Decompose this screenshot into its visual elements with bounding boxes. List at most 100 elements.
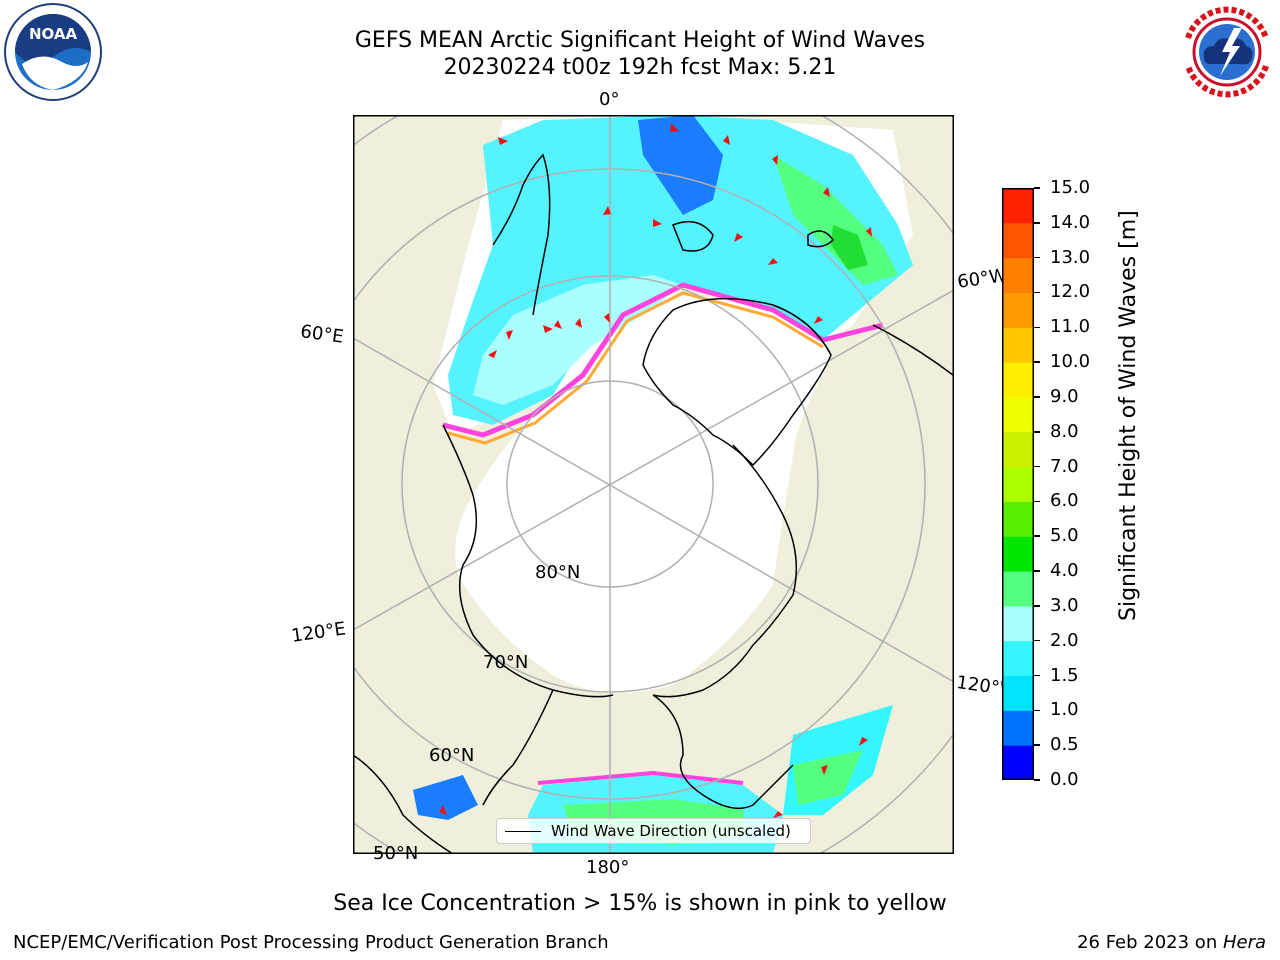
colorbar-tick-mark — [1034, 779, 1040, 781]
colorbar-tick-label: 2.0 — [1050, 629, 1079, 651]
polar-map: Wind Wave Direction (unscaled) — [353, 115, 954, 854]
coast-chukotka — [482, 689, 554, 806]
colorbar-segment — [1002, 327, 1034, 363]
colorbar-segment — [1002, 292, 1034, 328]
coast-svalbard — [672, 220, 714, 252]
colorbar-tick-label: 1.5 — [1050, 664, 1079, 686]
wind-arrow — [554, 320, 562, 329]
colorbar-tick-label: 15.0 — [1050, 177, 1091, 198]
colorbar-segment — [1002, 466, 1034, 502]
lon-label-60w: 60°W — [956, 266, 1004, 293]
wind-arrow — [821, 765, 828, 775]
wind-arrow — [575, 318, 582, 328]
lat-label-50n: 50°N — [373, 843, 419, 864]
colorbar — [1002, 188, 1034, 781]
noaa-logo: NOAA — [2, 2, 104, 102]
colorbar-tick-label: 11.0 — [1050, 316, 1091, 338]
colorbar-tick-mark — [1034, 187, 1040, 189]
lon-label-0: 0° — [599, 89, 620, 110]
lon-label-180: 180° — [586, 857, 630, 878]
coast-kamchatka — [353, 754, 454, 854]
colorbar-segment — [1002, 536, 1034, 572]
colorbar-tick-label: 14.0 — [1050, 211, 1091, 233]
colorbar-segment — [1002, 257, 1034, 293]
colorbar-ticks: 0.0 0.5 1.0 1.5 2.0 3.0 4.0 5.0 6.0 7.0 8.0 9.0 10.0… — [1034, 177, 1104, 790]
colorbar-tick-mark — [1034, 709, 1040, 712]
colorbar-tick-label: 9.0 — [1050, 385, 1079, 407]
colorbar-tick-mark — [1034, 639, 1040, 642]
footer-right: 26 Feb 2023 on Hera — [1077, 932, 1266, 953]
colorbar-segment — [1002, 501, 1034, 537]
wind-arrow — [439, 805, 447, 815]
colorbar-tick-mark — [1034, 535, 1040, 537]
coast-hudson — [872, 324, 954, 376]
footer-host: Hera — [1222, 932, 1266, 953]
wave-field-green — [773, 155, 898, 285]
ice-edge-atlantic-inner — [447, 291, 824, 445]
colorbar-segment — [1002, 710, 1034, 746]
wave-field-pacific-green — [793, 750, 863, 805]
colorbar-tick-label: 10.0 — [1050, 351, 1091, 373]
wind-arrow — [506, 330, 513, 340]
wind-arrow — [670, 123, 679, 132]
colorbar-segment — [1002, 396, 1034, 433]
coast-greenland — [642, 297, 832, 467]
coast-siberia — [442, 424, 614, 698]
colorbar-tick-label: 1.0 — [1050, 699, 1079, 721]
colorbar-tick-mark — [1034, 744, 1040, 746]
meridian-120e-60w — [353, 289, 954, 631]
colorbar-title: Significant Height of Wind Waves [m] — [1116, 210, 1141, 621]
graticule — [353, 115, 954, 854]
colorbar-tick-mark — [1034, 396, 1040, 398]
colorbar-tick-label: 8.0 — [1050, 420, 1079, 442]
colorbar-tick-mark — [1034, 500, 1040, 503]
colorbar-segment — [1002, 188, 1034, 224]
wave-field-lightcyan — [473, 275, 683, 405]
colorbar-segment — [1002, 640, 1034, 677]
wind-arrow — [768, 258, 778, 265]
meridian-60e-120w — [353, 337, 954, 683]
colorbar-segment — [1002, 571, 1034, 607]
lon-label-120e: 120°E — [290, 618, 348, 647]
wind-arrow — [823, 187, 830, 197]
footer-date: 26 Feb 2023 on — [1077, 932, 1223, 953]
footer-left: NCEP/EMC/Verification Post Processing Pr… — [13, 932, 609, 953]
colorbar-tick-label: 0.0 — [1050, 769, 1079, 790]
arctic-ice-region — [455, 296, 831, 693]
legend-line-swatch — [505, 830, 541, 832]
ice-edge-bering — [537, 770, 744, 785]
wind-arrow — [543, 325, 553, 333]
colorbar-tick-label: 0.5 — [1050, 734, 1079, 756]
lat-label-80n: 80°N — [535, 562, 581, 583]
colorbar-tick-mark — [1034, 256, 1040, 259]
wind-arrow — [603, 206, 611, 215]
wave-field-blue — [638, 115, 723, 215]
wind-arrow — [866, 227, 872, 237]
colorbar-tick-mark — [1034, 291, 1040, 294]
colorbar-tick-label: 13.0 — [1050, 246, 1091, 268]
plot-title-line1: GEFS MEAN Arctic Significant Height of W… — [354, 28, 926, 53]
colorbar-segment — [1002, 605, 1034, 642]
colorbar-segment — [1002, 222, 1034, 259]
noaa-logo-text: NOAA — [29, 25, 78, 43]
wind-arrow — [859, 737, 868, 746]
colorbar-tick-mark — [1034, 605, 1040, 607]
coast-iceland — [807, 230, 834, 248]
colorbar-tick-mark — [1034, 222, 1040, 224]
wind-arrow — [498, 137, 508, 145]
wind-arrows-layer — [439, 123, 872, 818]
colorbar-tick-label: 6.0 — [1050, 490, 1079, 512]
sea-ice-note: Sea Ice Concentration > 15% is shown in … — [333, 891, 947, 916]
wind-arrow — [723, 135, 730, 145]
colorbar-segment — [1002, 431, 1034, 468]
colorbar-tick-mark — [1034, 431, 1040, 433]
coast-canada — [652, 444, 798, 698]
wind-arrow — [773, 811, 783, 818]
lat-label-60n: 60°N — [429, 745, 475, 766]
lon-label-60e: 60°E — [299, 321, 345, 348]
lon-label-120w: 120°W — [958, 672, 1004, 702]
colorbar-segment — [1002, 362, 1034, 398]
wind-arrow — [653, 219, 662, 227]
colorbar-tick-mark — [1034, 465, 1040, 468]
coast-alaska — [652, 694, 794, 810]
